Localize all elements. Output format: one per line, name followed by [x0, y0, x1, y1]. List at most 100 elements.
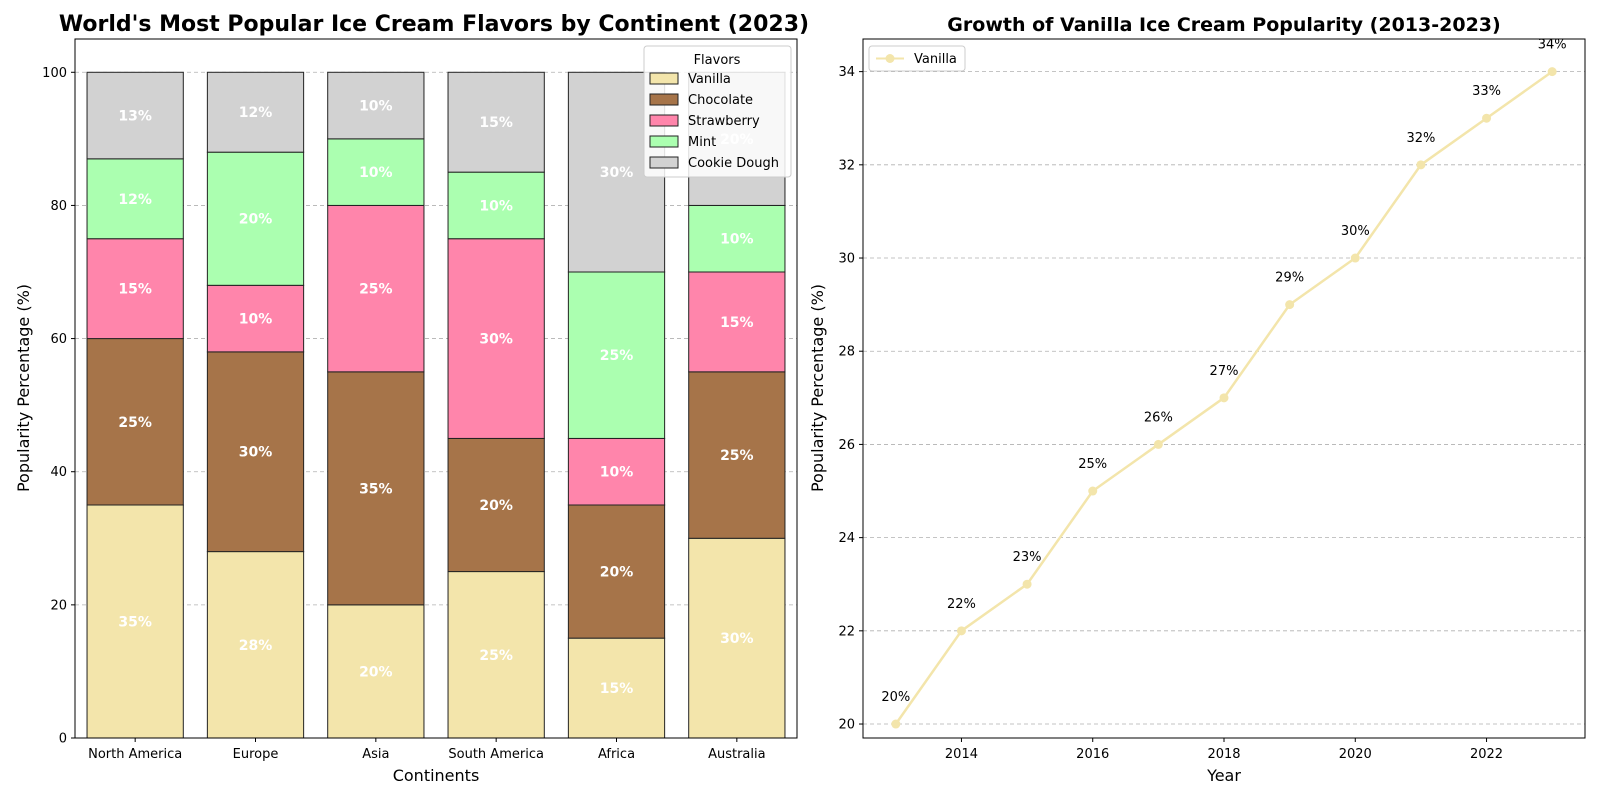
bar-segment — [86, 238, 184, 340]
bar-segment — [86, 158, 184, 240]
line-chart-x-tick-label: 2018 — [1207, 747, 1240, 762]
bar-segment — [206, 284, 305, 353]
data-point-label: 22% — [947, 597, 976, 612]
bar-chart-y-tick-label: 0 — [59, 732, 67, 747]
bar-segment — [688, 371, 786, 539]
line-chart-y-tick-label: 32 — [838, 158, 855, 173]
data-point-label: 25% — [1078, 457, 1107, 472]
line-chart-y-tick-label: 28 — [838, 345, 855, 360]
bar-segment — [688, 537, 786, 739]
bar-chart-x-axis-label: Continents — [393, 766, 480, 785]
bar-segment — [688, 271, 786, 373]
bar-chart-title: World's Most Popular Ice Cream Flavors b… — [59, 12, 809, 37]
bar-segment — [447, 71, 545, 173]
bar-chart-x-tick-label: Africa — [598, 747, 635, 762]
data-point — [956, 626, 966, 636]
bar-value-label: 10% — [359, 165, 393, 181]
data-point — [1547, 67, 1557, 77]
legend-swatch — [649, 135, 679, 148]
legend-swatch — [649, 114, 679, 127]
data-point-label: 23% — [1013, 550, 1042, 565]
bar-segment — [447, 437, 545, 573]
legend-swatch — [649, 156, 679, 169]
data-point-label: 34% — [1538, 38, 1567, 53]
data-point — [1482, 113, 1492, 123]
data-point — [1416, 160, 1426, 170]
bar-value-label: 25% — [118, 415, 152, 431]
legend-frame — [643, 45, 792, 178]
line-chart-y-tick-label: 26 — [838, 438, 855, 453]
bar-chart-y-tick-label: 60 — [50, 332, 67, 347]
data-point — [1285, 300, 1295, 310]
line-chart-title: Growth of Vanilla Ice Cream Popularity (… — [947, 14, 1500, 36]
data-point-label: 30% — [1341, 224, 1370, 239]
data-point — [1350, 253, 1360, 263]
bar-value-label: 12% — [239, 105, 273, 121]
bar-value-label: 20% — [600, 565, 634, 581]
bar-chart-y-tick-label: 20 — [50, 598, 67, 613]
bar-value-label: 35% — [359, 481, 393, 497]
bar-segment — [86, 71, 184, 160]
data-point — [1219, 393, 1229, 403]
bar-chart-legend: Flavors Vanilla Chocolate Strawberry Mint Co… — [643, 45, 792, 178]
data-point — [1153, 439, 1163, 449]
bar-segment — [327, 604, 425, 739]
bar-value-label: 25% — [600, 348, 634, 364]
bar-value-label: 12% — [118, 192, 152, 208]
data-point-label: 29% — [1275, 271, 1304, 286]
bar-segment — [86, 338, 184, 506]
bar-chart-y-tick-label: 80 — [50, 199, 67, 214]
line-chart-y-tick-label: 34 — [838, 65, 855, 80]
bar-value-label: 10% — [600, 465, 634, 481]
data-point-label: 32% — [1406, 131, 1435, 146]
bar-segment — [447, 171, 545, 240]
bar-chart-x-tick-label: Australia — [708, 747, 766, 762]
bar-value-label: 30% — [239, 445, 273, 461]
bar-segment — [447, 571, 545, 739]
bar-segment — [86, 504, 184, 739]
line-chart-x-tick-label: 2014 — [945, 747, 978, 762]
bar-segment — [327, 204, 425, 373]
data-point-label: 33% — [1472, 84, 1501, 99]
bar-chart-x-tick-label: South America — [448, 747, 544, 762]
bar-segment — [327, 71, 425, 140]
bar-chart-y-tick-label: 40 — [50, 465, 67, 480]
legend-swatch — [649, 72, 679, 85]
bar-chart-x-tick-label: Europe — [233, 747, 279, 762]
legend-frame — [868, 45, 966, 72]
bar-segment — [567, 271, 666, 439]
bar-value-label: 10% — [239, 312, 273, 328]
line-chart-y-tick-label: 24 — [838, 531, 855, 546]
bar-value-label: 30% — [479, 332, 513, 348]
line-chart-y-tick-label: 20 — [838, 718, 855, 733]
bar-segment — [327, 371, 425, 606]
data-point — [1088, 486, 1098, 496]
legend-label: Vanilla — [914, 52, 957, 67]
bar-value-label: 25% — [479, 648, 513, 664]
data-point — [891, 719, 901, 729]
stacked-bar-chart: World's Most Popular Ice Cream Flavors b… — [14, 12, 809, 785]
bar-chart-x-tick-label: Asia — [362, 747, 389, 762]
bar-chart-x-tick-label: North America — [88, 747, 182, 762]
bar-value-label: 28% — [239, 638, 273, 654]
bar-value-label: 20% — [479, 498, 513, 514]
bar-value-label: 10% — [479, 198, 513, 214]
line-chart-y-tick-label: 22 — [838, 624, 855, 639]
bar-value-label: 20% — [359, 664, 393, 680]
bar-value-label: 30% — [600, 165, 634, 181]
bar-value-label: 10% — [359, 99, 393, 115]
legend-swatch — [649, 93, 679, 106]
line-chart-plot-frame — [862, 38, 1586, 739]
data-point — [1022, 579, 1032, 589]
bar-value-label: 10% — [720, 232, 754, 248]
bar-value-label: 15% — [118, 282, 152, 298]
bar-value-label: 13% — [118, 109, 152, 125]
bar-value-label: 15% — [600, 681, 634, 697]
legend-label: Vanilla — [688, 72, 731, 87]
legend-label: Cookie Dough — [688, 156, 779, 171]
bar-value-label: 15% — [479, 115, 513, 131]
legend-marker-swatch — [885, 54, 895, 63]
line-chart-x-tick-label: 2020 — [1339, 747, 1372, 762]
bar-chart-plot-frame — [74, 38, 798, 739]
